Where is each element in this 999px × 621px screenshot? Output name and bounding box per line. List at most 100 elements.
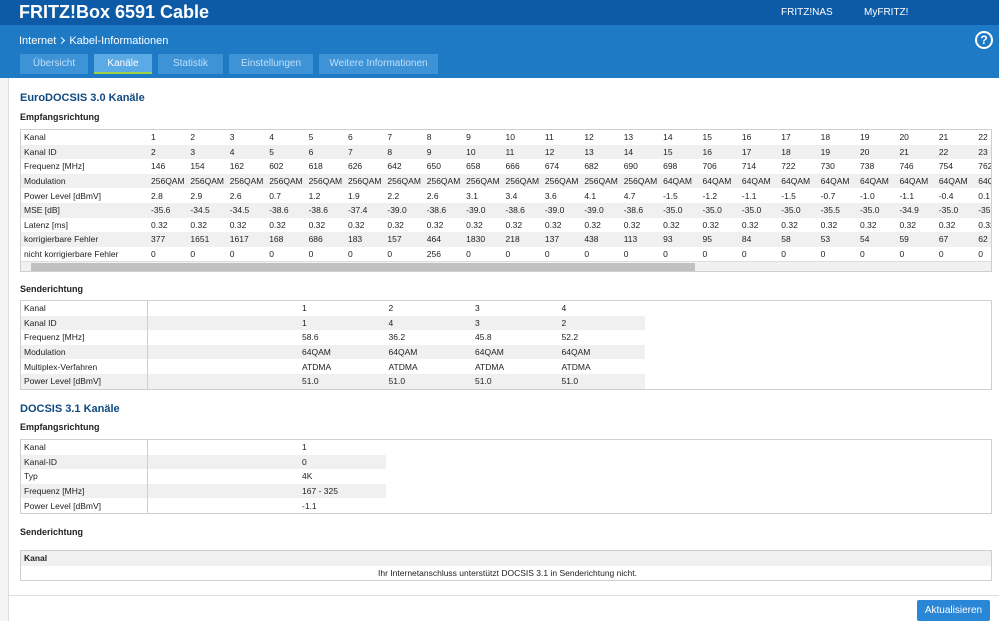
refresh-button[interactable]: Aktualisieren (917, 600, 990, 621)
cell: 0 (781, 249, 786, 260)
table-row: Ihr Internetanschluss unterstützt DOCSIS… (21, 565, 991, 581)
cell: 2 (558, 315, 645, 331)
cell: 14 (620, 144, 661, 160)
cell: 51.0 (385, 373, 472, 389)
cell: 256QAM (384, 173, 424, 189)
cell: 3 (472, 315, 559, 331)
row-label: nicht korrigierbare Fehler (24, 249, 119, 260)
cell: 22 (978, 132, 988, 143)
subsection-title: Senderichtung (20, 284, 84, 294)
cell: -34.5 (187, 202, 227, 218)
cell: -35.0 (935, 202, 976, 218)
cell: 64QAM (896, 173, 936, 189)
subsection-title: Empfangsrichtung (20, 422, 100, 432)
spacer-cell (146, 344, 299, 360)
cell: -0.7 (820, 190, 836, 201)
cell: 9 (466, 132, 471, 143)
row-label: Kanal (24, 442, 46, 453)
breadcrumb-item: Kabel-Informationen (69, 35, 169, 47)
tab-active[interactable]: Kanäle (94, 54, 152, 74)
breadcrumb-item[interactable]: Internet (19, 35, 57, 47)
spacer-cell (146, 373, 299, 389)
cell: 0 (505, 249, 511, 260)
row-label: Latenz [ms] (24, 219, 68, 230)
cell: -35.0 (778, 202, 818, 218)
nav-link[interactable]: MyFRITZ! (864, 7, 909, 18)
tab[interactable]: Übersicht (20, 54, 88, 74)
cell: 113 (620, 232, 661, 247)
cell: 95 (699, 232, 739, 247)
cell: 64QAM (558, 344, 645, 360)
subsection-title: Empfangsrichtung (20, 112, 100, 122)
cell: 4 (269, 132, 274, 143)
cell: 11 (502, 144, 542, 160)
table-row: Frequenz [MHz] 58.6 36.2 45.8 52.2 (21, 330, 645, 345)
breadcrumb: Internet Kabel-Informationen (19, 35, 168, 47)
cell: 0 (299, 454, 386, 470)
cell: 0 (899, 249, 905, 260)
tab[interactable]: Statistik (158, 54, 223, 74)
cell: 2 (148, 144, 188, 160)
cell: ATDMA (475, 361, 505, 372)
cell: 64QAM (385, 344, 472, 360)
cell: 67 (935, 232, 976, 247)
cell: -38.6 (266, 202, 306, 218)
cell: 256QAM (148, 173, 188, 189)
table-row: Power Level [dBmV] 2.8 2.9 2.6 0.7 1.2 1.9 2.2 2… (21, 188, 991, 203)
scrollbar (21, 261, 991, 272)
cell: 21 (896, 144, 936, 160)
cell: 0 (544, 249, 550, 260)
cell: 17 (781, 132, 791, 143)
cell: 0.32 (860, 219, 877, 230)
data-table: Kanal 1 2 3 4 Kanal ID 1 4 3 2 Frequenz [MHz] 58.6 3… (21, 301, 645, 389)
cell: 0.32 (820, 219, 838, 230)
cell: 3.4 (505, 190, 518, 201)
cell: 218 (502, 232, 542, 247)
cell: ATDMA (302, 361, 332, 372)
cell: 64QAM (660, 173, 700, 189)
top-bar: FRITZ!Box 6591 Cable FRITZ!NAS MyFRITZ! (0, 0, 999, 25)
cell: 3 (475, 303, 480, 314)
cell: 45.8 (475, 332, 492, 343)
cell: -1.0 (860, 190, 875, 201)
cell: 2 (190, 132, 196, 143)
spacer-cell (146, 330, 299, 345)
cell: 20 (899, 132, 909, 143)
cell: 1 (302, 303, 307, 314)
cell: 256QAM (581, 173, 621, 189)
data-table: Kanal Ihr Internetanschluss unterstützt D… (21, 551, 991, 581)
cell: 4K (302, 471, 313, 482)
cell: 0 (584, 249, 590, 260)
cell: 1.9 (347, 190, 360, 201)
cell: 0 (860, 249, 865, 260)
content: EuroDOCSIS 3.0 Kanäle Empfangsrichtung K… (8, 78, 999, 621)
cell: -1.5 (663, 190, 678, 201)
cell: 64QAM (857, 173, 897, 189)
cell: 13 (581, 144, 621, 160)
cell: 137 (541, 232, 582, 247)
cell: -35.0 (660, 202, 700, 218)
cell: -35.6 (148, 202, 188, 218)
help-button[interactable]: ? (975, 31, 993, 49)
cell: 682 (584, 161, 599, 172)
cell: 2.6 (426, 190, 439, 201)
cell: 15 (702, 132, 712, 143)
cell: 19 (817, 144, 858, 160)
tab[interactable]: Weitere Informationen (319, 54, 438, 74)
cell: -1.1 (302, 500, 317, 511)
cell: 64QAM (935, 173, 976, 189)
cell: -38.6 (423, 202, 464, 218)
cell: 183 (344, 232, 385, 247)
cell: 377 (148, 232, 188, 247)
data-table: Kanal 1 2 3 4 5 6 7 8 9 10 11 12 13 14 15 16 17 18 19 20 21 22… (21, 130, 991, 261)
cell: 20 (857, 144, 897, 160)
cell: 59 (896, 232, 936, 247)
nav-link[interactable]: FRITZ!NAS (781, 7, 833, 18)
cell: 1 (151, 132, 156, 143)
subsection-title: Senderichtung (20, 527, 84, 537)
cell: 0.32 (663, 219, 680, 230)
cell: 0.32 (781, 219, 798, 230)
tab[interactable]: Einstellungen (229, 54, 313, 74)
cell: 0 (347, 249, 353, 260)
cell: 256QAM (266, 173, 306, 189)
